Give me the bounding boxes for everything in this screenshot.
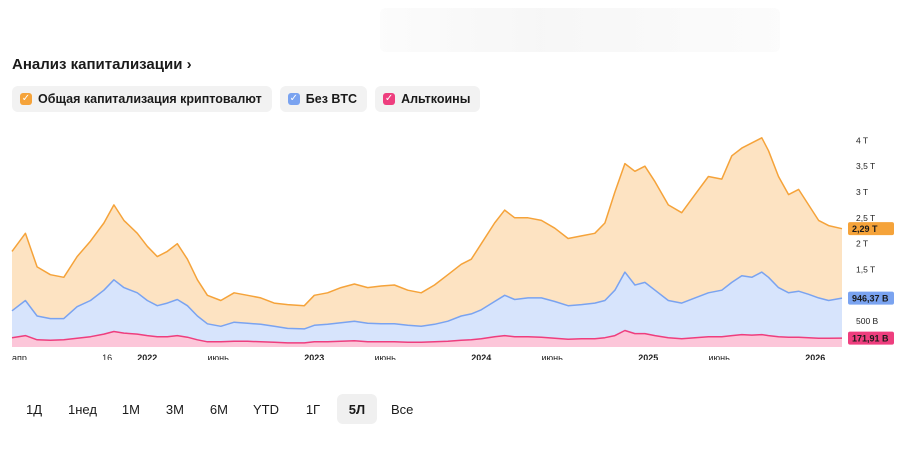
y-tick-label: 2 T [856,239,868,249]
period-3m[interactable]: 3М [165,401,184,417]
x-tick-label: июнь [374,353,396,360]
legend-label: Общая капитализация криптовалют [38,92,262,106]
chevron-right-icon: › [186,56,192,73]
period-1m[interactable]: 1М [121,401,140,417]
x-tick-label: апр. [12,353,29,360]
x-tick-label: июнь [708,353,730,360]
y-tick-label: 4 T [856,135,868,145]
series-line-0 [11,137,843,307]
period-5y[interactable]: 5Л [336,394,377,424]
x-tick-label: 2023 [304,353,324,360]
x-tick-label: июнь [207,353,229,360]
last-value-badge [848,222,894,236]
x-tick-label: 2026 [805,353,825,360]
legend-item-total[interactable]: ✓ Общая капитализация криптовалют [12,86,272,112]
chart-title[interactable]: Анализ капитализации › [12,56,192,73]
legend-item-altcoins[interactable]: ✓ Альткоины [375,86,481,112]
y-tick-label: 2,5 T [856,213,875,223]
market-cap-chart: 4 T 3,5 T 3 T 2,5 T 2 T 1,5 T 500 B 2,29 T 946,3… [11,135,894,360]
y-tick-label: 3,5 T [856,161,875,171]
x-tick-label: 2025 [638,353,658,360]
x-tick-label: 2024 [471,353,491,360]
legend: ✓ Общая капитализация криптовалют ✓ Без … [12,86,481,112]
series-area-1 [12,272,842,347]
last-value-label: 946,37 B [852,293,889,303]
legend-label: Альткоины [401,92,471,106]
x-tick-label: 16 [102,353,112,360]
series-line-2 [11,329,843,344]
blurred-background-text [380,8,780,52]
period-6m[interactable]: 6М [209,401,228,417]
period-selector: 1Д 1нед 1М 3М 6М YTD 1Г 5Л Все [14,394,423,424]
period-1w[interactable]: 1нед [68,401,97,417]
period-1y[interactable]: 1Г [305,401,321,417]
legend-label: Без BTC [305,92,358,106]
y-tick-label: 1,5 T [856,265,875,275]
y-tick-label: 500 B [856,316,879,326]
y-tick-label: 3 T [856,187,868,197]
checkbox-icon: ✓ [20,93,32,105]
last-value-badge [848,291,894,305]
last-value-badge [848,331,894,345]
legend-item-ex-btc[interactable]: ✓ Без BTC [279,86,368,112]
period-all[interactable]: Все [390,401,414,417]
series-line-1 [11,271,843,330]
period-1d[interactable]: 1Д [25,401,43,417]
period-ytd[interactable]: YTD [252,401,279,417]
chart-title-text: Анализ капитализации [12,56,183,73]
checkbox-icon: ✓ [383,93,396,105]
series-area-2 [12,330,842,347]
last-value-label: 171,91 B [852,333,889,343]
checkbox-icon: ✓ [287,93,300,105]
x-tick-label: июнь [541,353,563,360]
x-tick-label: 2022 [137,353,157,360]
last-value-label: 2,29 T [852,224,878,234]
